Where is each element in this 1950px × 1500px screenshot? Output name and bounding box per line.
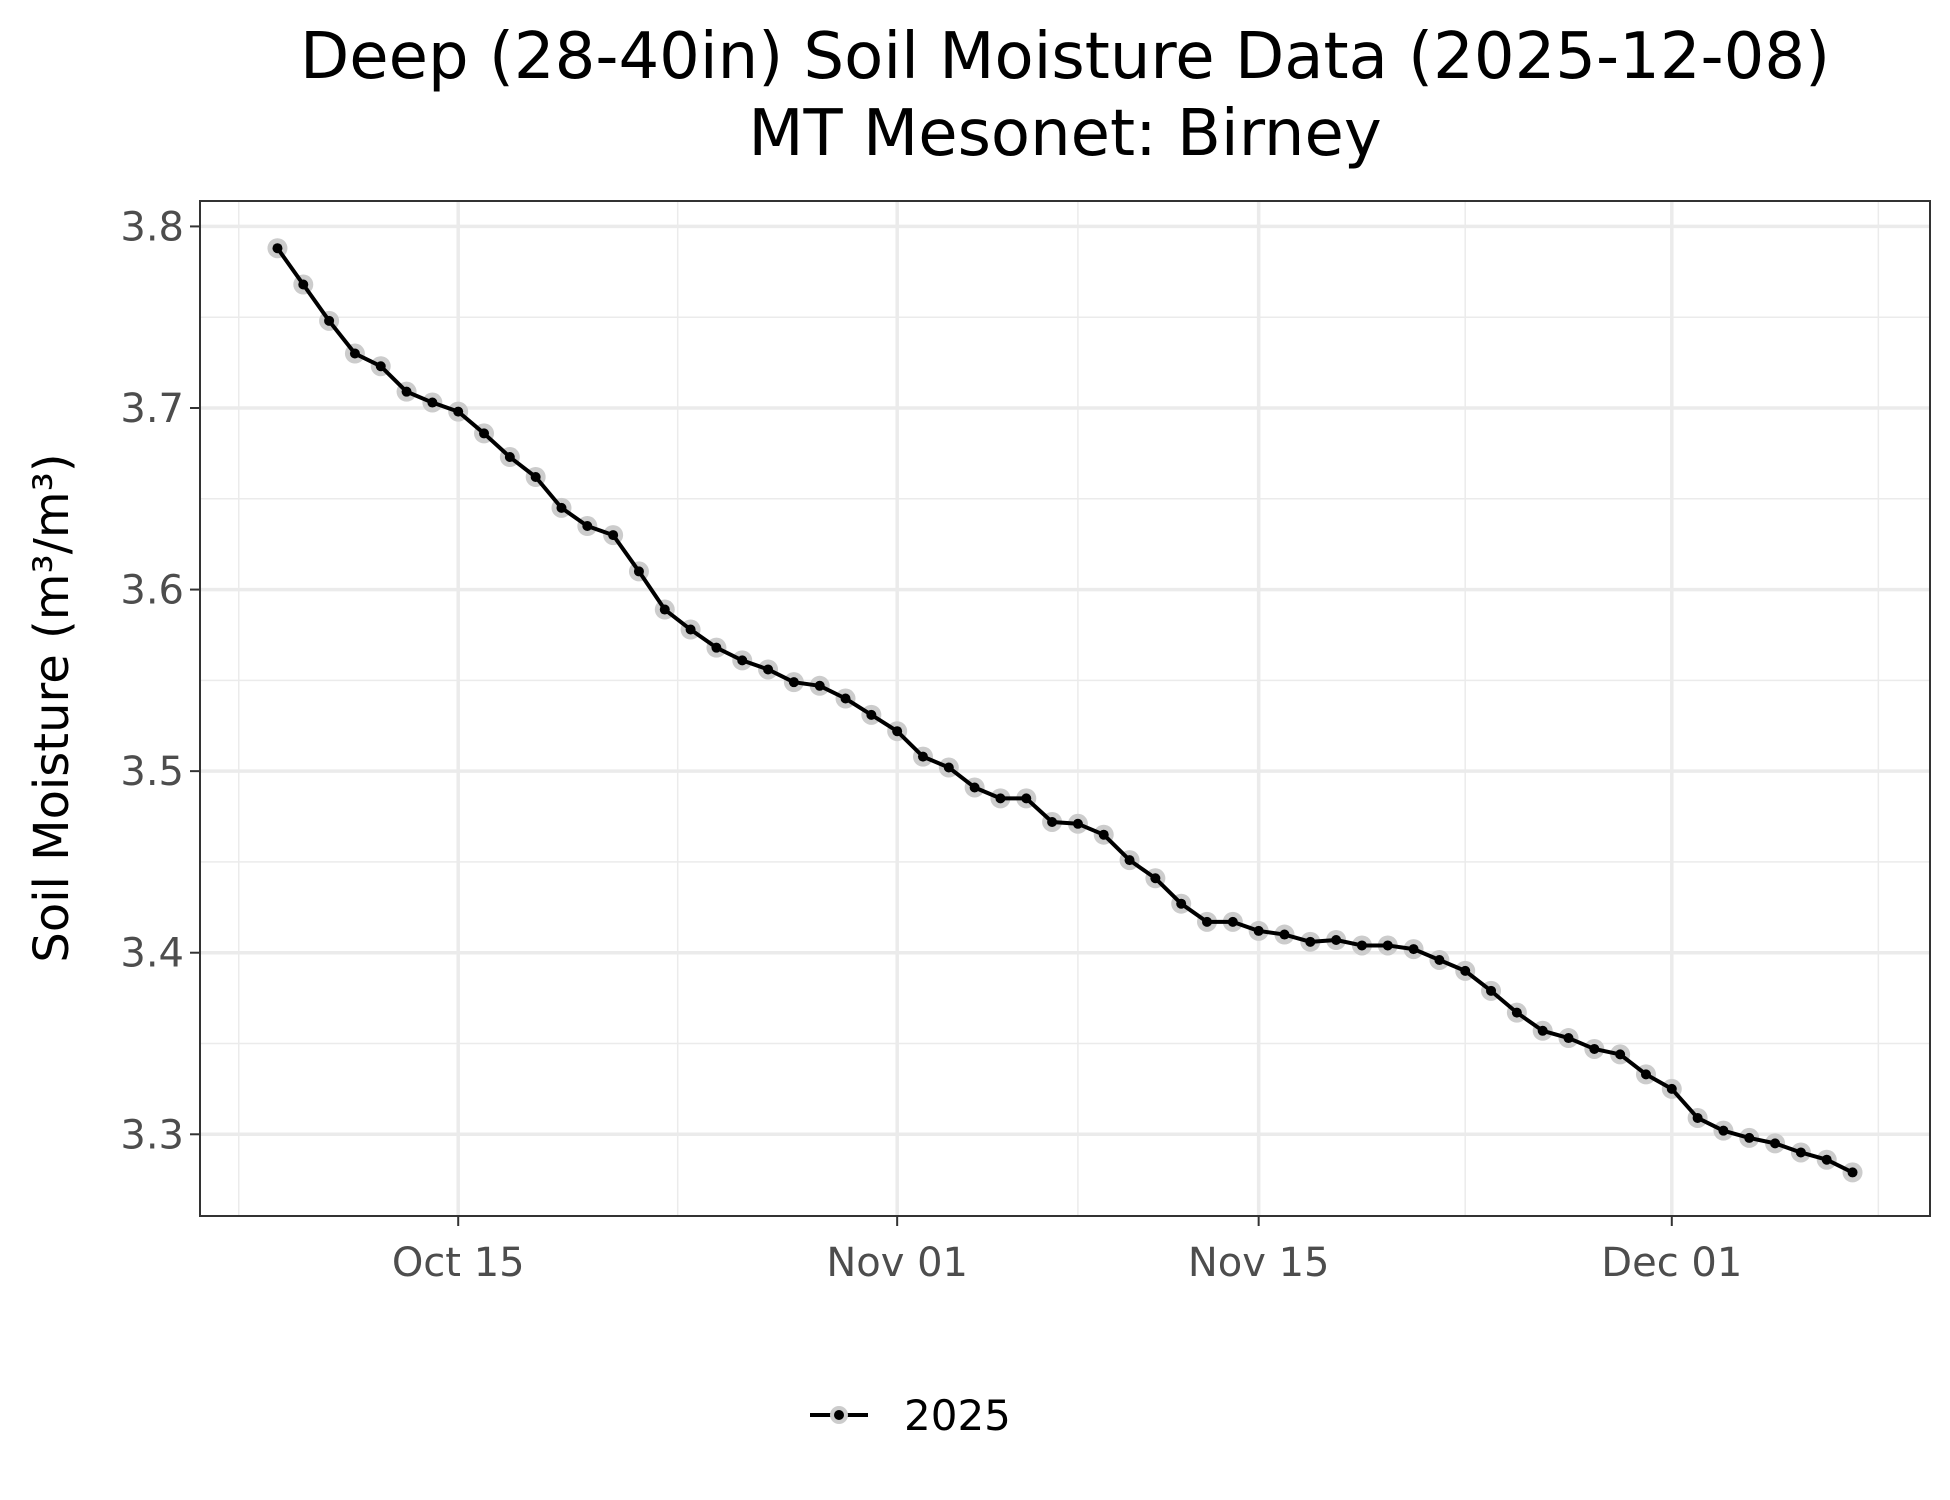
legend: 2025 — [810, 1391, 1011, 1440]
data-point — [1253, 925, 1264, 936]
data-point — [1047, 816, 1058, 827]
data-point — [272, 243, 283, 254]
data-point — [943, 762, 954, 773]
data-point — [608, 530, 619, 541]
data-point — [1382, 940, 1393, 951]
data-point — [1770, 1138, 1781, 1149]
x-tick-label: Nov 15 — [1188, 1240, 1330, 1286]
data-point — [1511, 1007, 1522, 1018]
data-point — [530, 471, 541, 482]
y-tick-label: 3.7 — [120, 386, 184, 432]
data-point — [1615, 1049, 1626, 1060]
data-point — [427, 397, 438, 408]
data-point — [1537, 1025, 1548, 1036]
data-point — [763, 664, 774, 675]
data-point — [892, 726, 903, 737]
y-tick-label: 3.8 — [120, 204, 184, 250]
x-tick-label: Oct 15 — [392, 1240, 525, 1286]
data-point — [1305, 936, 1316, 947]
y-tick-label: 3.5 — [120, 749, 184, 795]
data-point — [298, 279, 309, 290]
data-point — [1098, 829, 1109, 840]
data-point — [633, 566, 644, 577]
data-point — [1202, 916, 1213, 927]
data-point — [1021, 793, 1032, 804]
chart-subtitle: MT Mesonet: Birney — [748, 97, 1381, 171]
data-point — [375, 361, 386, 372]
data-point — [1821, 1154, 1832, 1165]
data-point — [349, 348, 360, 359]
data-point — [1072, 818, 1083, 829]
data-point — [866, 709, 877, 720]
data-point — [788, 677, 799, 688]
data-point — [1795, 1147, 1806, 1158]
plot-panel-border — [199, 200, 1931, 1217]
data-point — [1356, 940, 1367, 951]
data-point — [1692, 1112, 1703, 1123]
data-point — [1227, 916, 1238, 927]
data-point — [1434, 954, 1445, 965]
data-point — [917, 751, 928, 762]
data-point — [659, 604, 670, 615]
axis-ticks: 3.3 3.4 3.5 3.6 3.7 3.8 Oct 15 Nov 01 Nov 15 Dec … — [120, 204, 1742, 1286]
data-point — [1176, 898, 1187, 909]
data-point — [453, 406, 464, 417]
data-point — [814, 680, 825, 691]
series-points — [272, 243, 1858, 1178]
data-point — [1279, 929, 1290, 940]
data-point — [504, 452, 515, 463]
data-point — [556, 502, 567, 513]
data-series — [267, 238, 1863, 1183]
x-tick-label: Dec 01 — [1601, 1240, 1742, 1286]
data-point — [1718, 1125, 1729, 1136]
y-tick-label: 3.4 — [120, 931, 184, 977]
data-point — [1486, 985, 1497, 996]
data-point — [1847, 1167, 1858, 1178]
data-point — [582, 521, 593, 532]
data-point — [1331, 935, 1342, 946]
legend-key-point — [834, 1410, 844, 1420]
data-point — [1666, 1083, 1677, 1094]
y-axis-title: Soil Moisture (m³/m³) — [24, 453, 80, 962]
data-point — [1460, 965, 1471, 976]
data-point — [1408, 944, 1419, 955]
y-tick-label: 3.6 — [120, 568, 184, 614]
data-point — [324, 315, 335, 326]
data-point — [479, 428, 490, 439]
data-point — [1589, 1043, 1600, 1054]
data-point — [401, 386, 412, 397]
data-point — [840, 693, 851, 704]
data-point — [737, 655, 748, 666]
data-point — [685, 624, 696, 635]
data-point — [1640, 1069, 1651, 1080]
grid-lines — [200, 201, 1930, 1216]
data-point — [1124, 855, 1135, 866]
data-point — [1563, 1033, 1574, 1044]
legend-label-2025: 2025 — [904, 1391, 1011, 1440]
data-point — [1744, 1132, 1755, 1143]
chart-title: Deep (28-40in) Soil Moisture Data (2025-… — [300, 20, 1830, 94]
data-point — [995, 793, 1006, 804]
data-point — [1150, 873, 1161, 884]
y-tick-label: 3.3 — [120, 1112, 184, 1158]
x-tick-label: Nov 01 — [826, 1240, 968, 1286]
data-point — [711, 642, 722, 653]
data-point — [969, 782, 980, 793]
